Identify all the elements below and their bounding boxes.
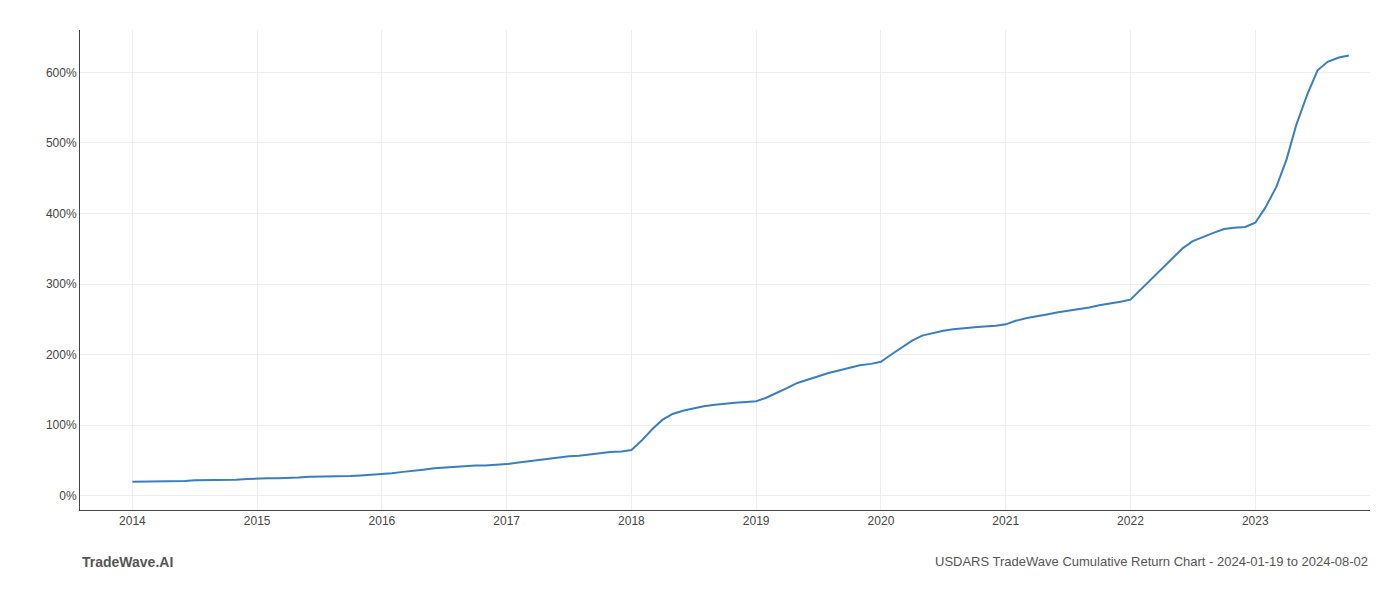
svg-text:TradeWave.AI: TradeWave.AI <box>82 554 173 570</box>
svg-text:2018: 2018 <box>618 514 645 528</box>
svg-text:2023: 2023 <box>1242 514 1269 528</box>
svg-text:500%: 500% <box>46 136 77 150</box>
svg-text:300%: 300% <box>46 277 77 291</box>
svg-text:600%: 600% <box>46 66 77 80</box>
svg-text:2022: 2022 <box>1117 514 1144 528</box>
svg-text:2021: 2021 <box>992 514 1019 528</box>
svg-text:USDARS TradeWave Cumulative Re: USDARS TradeWave Cumulative Return Chart… <box>935 554 1368 569</box>
svg-text:2015: 2015 <box>244 514 271 528</box>
svg-text:100%: 100% <box>46 418 77 432</box>
svg-text:200%: 200% <box>46 348 77 362</box>
svg-text:2019: 2019 <box>743 514 770 528</box>
svg-text:2020: 2020 <box>868 514 895 528</box>
svg-text:400%: 400% <box>46 207 77 221</box>
svg-text:2017: 2017 <box>493 514 520 528</box>
svg-text:2014: 2014 <box>119 514 146 528</box>
svg-text:2016: 2016 <box>369 514 396 528</box>
svg-text:0%: 0% <box>59 489 77 503</box>
